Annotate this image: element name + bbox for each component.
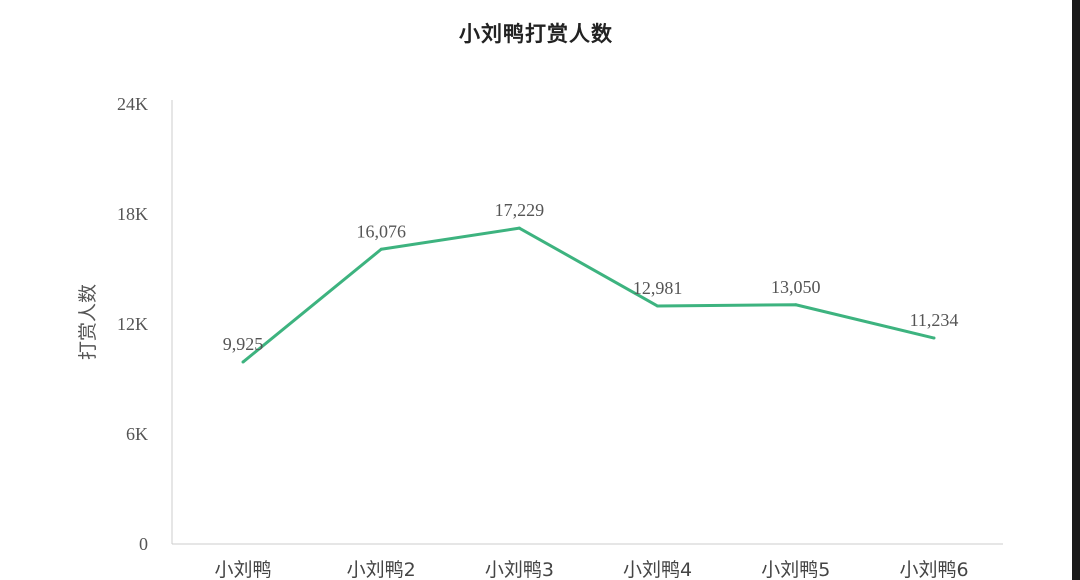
data-label: 17,229 bbox=[495, 200, 545, 220]
data-point bbox=[794, 303, 798, 307]
chart-title: 小刘鸭打赏人数 bbox=[459, 22, 613, 46]
data-point bbox=[517, 226, 521, 230]
x-tick-label: 小刘鸭3 bbox=[485, 559, 554, 580]
y-tick-label: 24K bbox=[117, 94, 148, 114]
data-label: 16,076 bbox=[356, 221, 406, 241]
series-group bbox=[241, 226, 936, 364]
y-tick-label: 12K bbox=[117, 314, 148, 334]
y-tick-label: 18K bbox=[117, 204, 148, 224]
x-tick-labels: 小刘鸭 小刘鸭2 小刘鸭3 小刘鸭4 小刘鸭5 小刘鸭6 bbox=[214, 559, 968, 580]
data-label: 13,050 bbox=[771, 277, 821, 297]
data-point bbox=[656, 304, 660, 308]
y-tick-label: 6K bbox=[126, 424, 148, 444]
x-tick-label: 小刘鸭5 bbox=[761, 559, 830, 580]
x-tick-label: 小刘鸭2 bbox=[347, 559, 416, 580]
data-label-group: 9,925 16,076 17,229 12,981 13,050 11,234 bbox=[223, 200, 959, 354]
x-tick-label: 小刘鸭 bbox=[214, 559, 271, 580]
y-axis-title: 打赏人数 bbox=[77, 284, 99, 360]
y-tick-labels: 0 6K 12K 18K 24K bbox=[117, 94, 148, 554]
series-line bbox=[242, 226, 935, 364]
data-label: 11,234 bbox=[910, 310, 959, 330]
y-tick-label: 0 bbox=[139, 534, 148, 554]
x-tick-label: 小刘鸭6 bbox=[899, 559, 968, 580]
data-point bbox=[241, 360, 245, 364]
data-point bbox=[379, 247, 383, 251]
data-label: 9,925 bbox=[223, 334, 264, 354]
x-tick-label: 小刘鸭4 bbox=[623, 559, 692, 580]
window-edge bbox=[1072, 0, 1080, 580]
data-label: 12,981 bbox=[633, 278, 683, 298]
data-point bbox=[932, 336, 936, 340]
